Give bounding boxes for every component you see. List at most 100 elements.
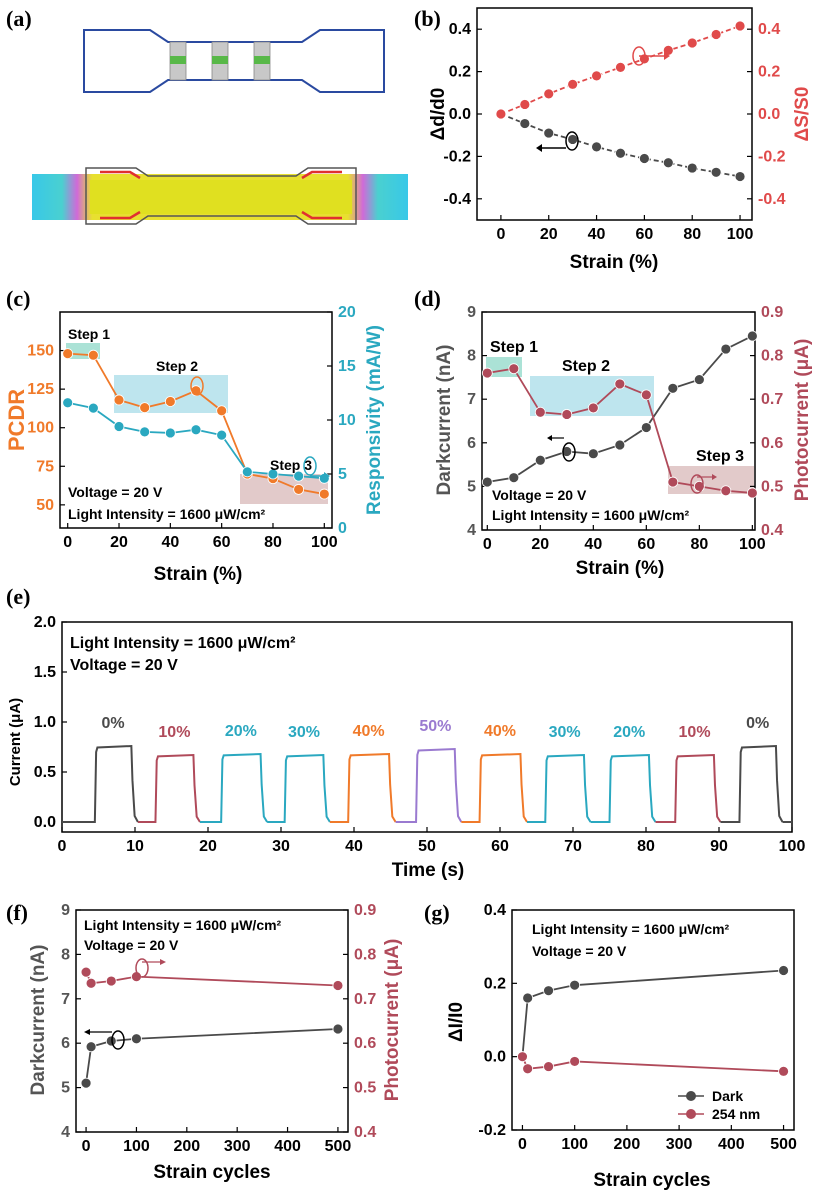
- data-point: [778, 1065, 789, 1077]
- chart-marks-f: [80, 966, 344, 1089]
- x-tick-label: 30: [272, 838, 290, 855]
- panel-label-b: (b): [414, 6, 441, 31]
- data-point: [495, 108, 507, 120]
- data-point: [746, 330, 758, 342]
- y-tick-label: 9: [61, 902, 70, 919]
- data-point: [131, 1033, 142, 1045]
- arrow-right-icon: [664, 52, 670, 60]
- data-point: [667, 476, 679, 488]
- x-tick-label: 100: [561, 1136, 588, 1153]
- y-tick-label: -0.2: [443, 148, 471, 165]
- data-point: [62, 348, 74, 360]
- y-tick-label-right: 0.5: [761, 478, 783, 495]
- y-tick-label: 0.0: [484, 1049, 506, 1066]
- pulse-label: 30%: [288, 724, 320, 741]
- step2-label: Step 2: [156, 358, 198, 374]
- data-point: [686, 162, 698, 174]
- data-point: [293, 484, 305, 495]
- pulse-label: 10%: [679, 724, 711, 741]
- panel-a: (a): [6, 6, 408, 225]
- series-indicators-f: [84, 958, 166, 1050]
- data-point: [105, 1035, 117, 1047]
- data-point: [561, 409, 573, 420]
- y-tick-label: 0.4: [449, 21, 471, 38]
- x-tick-label: 80: [637, 838, 655, 855]
- deformed-outline: [85, 167, 357, 225]
- sample-schematic: [83, 29, 385, 93]
- step3-label: Step 3: [696, 448, 744, 465]
- panel-label-f: (f): [6, 900, 28, 925]
- data-point: [746, 487, 758, 499]
- y-tick-label: 9: [467, 304, 476, 321]
- legend-label-dark: Dark: [712, 1088, 743, 1104]
- x-axis-label-b: Strain (%): [570, 252, 659, 273]
- arrow-right-icon: [712, 474, 717, 480]
- panel-e: (e) 0 10 20 30 40 50 60 70 80 90 100 0.0 0.5 1.0 1.5 2…: [6, 584, 805, 881]
- y-tick-label: 150: [27, 343, 54, 360]
- data-point: [638, 153, 650, 164]
- data-point: [734, 171, 746, 182]
- data-point: [522, 992, 534, 1004]
- y-axis-label-right-b: ΔS/S0: [792, 87, 813, 142]
- x-tick-label: 500: [325, 1138, 352, 1155]
- x-tick-label: 400: [718, 1136, 745, 1153]
- step3-highlight: [240, 474, 328, 504]
- data-point: [216, 405, 228, 417]
- y-tick-label-right: 0.5: [354, 1080, 376, 1097]
- data-point: [508, 472, 520, 484]
- data-point: [139, 402, 151, 414]
- y-tick-label: 6: [61, 1035, 70, 1052]
- data-point: [587, 402, 599, 414]
- intensity-annotation: Light Intensity = 1600 μW/cm²: [532, 921, 730, 937]
- chart-marks-c: [62, 348, 330, 500]
- y-tick-label-right: 0.8: [761, 348, 783, 365]
- panel-label-g: (g): [424, 900, 450, 925]
- y-tick-label: 4: [467, 522, 476, 539]
- series-line: [85, 971, 338, 987]
- plot-frame-b: [476, 7, 753, 221]
- data-point: [614, 378, 626, 390]
- x-tick-label: 500: [770, 1136, 797, 1153]
- data-point: [543, 1061, 554, 1072]
- y-tick-label: 125: [27, 381, 54, 398]
- y-ticks-right-f: 0.4 0.5 0.6 0.7 0.8 0.9: [343, 902, 376, 1141]
- step3-label: Step 3: [270, 457, 312, 473]
- data-point: [614, 439, 626, 451]
- pulse-label: 20%: [613, 724, 645, 741]
- data-point: [561, 446, 573, 457]
- x-tick-label: 60: [637, 536, 655, 553]
- y-tick-label: -0.2: [478, 1122, 506, 1139]
- x-tick-label: 60: [635, 226, 653, 243]
- x-tick-label: 90: [710, 838, 728, 855]
- panel-f: (f) 0 100 200 300 400 500 4 5 6 7 8 9 0.4 0.5 0.6 0.7…: [6, 900, 403, 1183]
- x-tick-label: 40: [584, 536, 602, 553]
- y-tick-label-right: -0.4: [758, 191, 786, 208]
- current-pulse: [720, 744, 784, 823]
- electrode-2: [211, 41, 229, 81]
- y-tick-label: 7: [61, 991, 70, 1008]
- step1-label: Step 1: [68, 326, 110, 342]
- electrode-3: [253, 41, 271, 81]
- panel-label-d: (d): [414, 286, 441, 311]
- step3-highlight: [668, 466, 754, 494]
- legend-g: Dark 254 nm: [678, 1088, 760, 1122]
- y-ticks-e: 0.0 0.5 1.0 1.5 2.0: [34, 614, 67, 831]
- pulse-label: 10%: [158, 724, 190, 741]
- y-ticks-right-d: 0.4 0.5 0.6 0.7 0.8 0.9: [750, 304, 783, 539]
- series-indicators-d: [547, 435, 717, 494]
- y-tick-label-right: 0.6: [761, 435, 783, 452]
- data-point: [113, 421, 125, 432]
- data-point: [569, 979, 581, 991]
- intensity-annotation: Light Intensity = 1600 μW/cm²: [70, 635, 295, 652]
- data-point: [567, 78, 579, 90]
- data-point: [517, 1051, 528, 1063]
- data-point: [710, 29, 722, 40]
- pulse-label: 20%: [225, 723, 257, 740]
- intensity-annotation: Light Intensity = 1600 μW/cm²: [492, 507, 690, 523]
- data-point: [522, 1063, 534, 1075]
- data-point: [615, 147, 626, 159]
- y-tick-label: 1.0: [34, 714, 56, 731]
- x-tick-label: 0: [496, 226, 505, 243]
- data-point: [591, 141, 602, 153]
